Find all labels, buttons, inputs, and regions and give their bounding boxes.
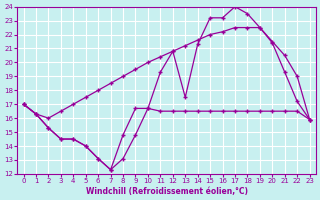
X-axis label: Windchill (Refroidissement éolien,°C): Windchill (Refroidissement éolien,°C) (85, 187, 248, 196)
